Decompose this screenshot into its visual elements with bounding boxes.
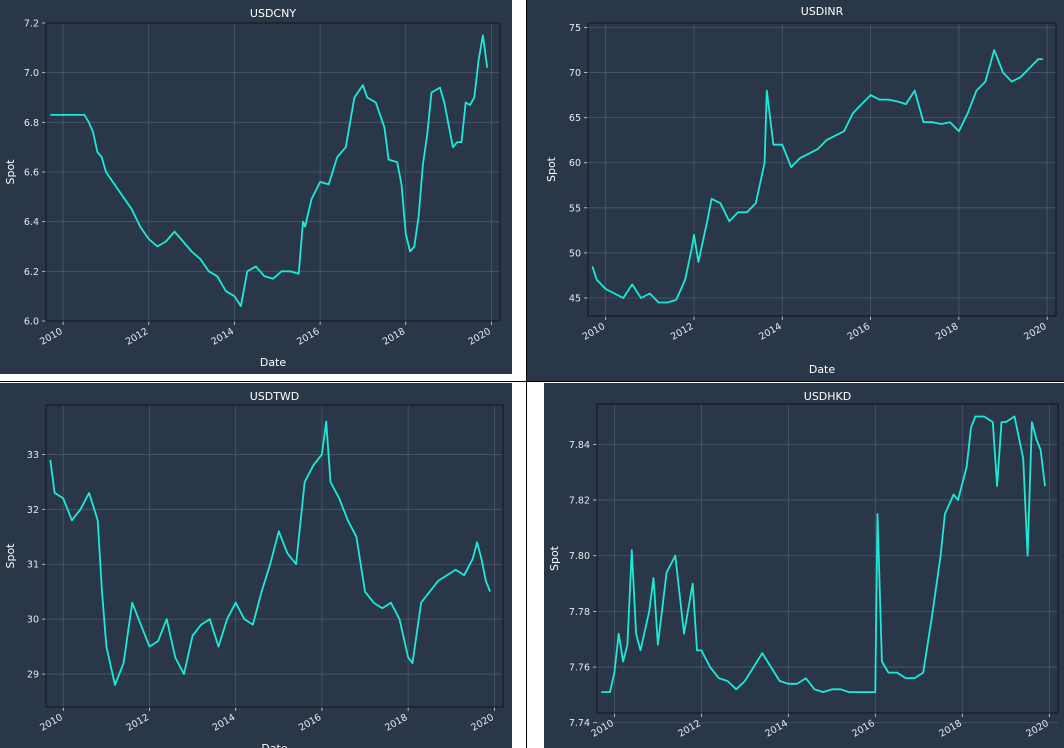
y-axis-label: Spot bbox=[4, 543, 17, 569]
series-line bbox=[591, 49, 1043, 304]
y-tick-label: 7.74 bbox=[569, 718, 590, 729]
x-tick-label: 2010 bbox=[38, 712, 64, 734]
y-tick-label: 32 bbox=[27, 505, 39, 516]
y-tick-label: 50 bbox=[569, 248, 581, 259]
panel-usdtwd: 29 30 31 32 33 2010 2012 2014 2016 2018 2020 USDTWD… bbox=[0, 383, 512, 748]
y-tick-label: 7.76 bbox=[569, 663, 590, 674]
y-tick-label: 29 bbox=[27, 670, 39, 681]
y-tick-label: 6.8 bbox=[24, 118, 39, 129]
plot-frame bbox=[587, 22, 1057, 317]
x-tick-label: 2020 bbox=[1024, 718, 1050, 740]
y-tick-label: 7.78 bbox=[569, 607, 590, 618]
x-tick-label: 2018 bbox=[934, 321, 960, 343]
chart-usdtwd: 29 30 31 32 33 2010 2012 2014 2016 2018 2020 USDTWD… bbox=[4, 390, 504, 748]
x-tick-label: 2016 bbox=[297, 712, 323, 734]
panel-usdhkd: 7.74 7.76 7.78 7.80 7.82 7.84 2010 2012 2014 2016… bbox=[544, 383, 1064, 748]
y-tick-label: 55 bbox=[569, 203, 581, 214]
y-tick-label: 33 bbox=[27, 450, 39, 461]
y-tick-label: 6.4 bbox=[24, 217, 39, 228]
chart-usdcny: 6.0 6.2 6.4 6.6 6.8 7.0 7.2 2010 2012 2014 2016 201… bbox=[4, 7, 501, 369]
y-tick-label: 70 bbox=[569, 68, 581, 79]
divider-vertical bbox=[526, 0, 527, 748]
y-tick-label: 65 bbox=[569, 113, 581, 124]
plot-frame bbox=[596, 403, 1059, 714]
x-tick-label: 2012 bbox=[125, 712, 151, 734]
y-tick-label: 45 bbox=[569, 293, 581, 304]
panel-usdinr: 45 50 55 60 65 70 75 2010 2012 2014 2016 2018 2020 US… bbox=[527, 0, 1064, 381]
x-tick-label: 2014 bbox=[763, 718, 789, 740]
x-tick-label: 2010 bbox=[581, 321, 607, 343]
x-tick-label: 2010 bbox=[38, 326, 64, 348]
y-tick-label: 6.6 bbox=[24, 168, 39, 179]
x-axis-label: Date bbox=[260, 356, 287, 369]
chart-usdinr: 45 50 55 60 65 70 75 2010 2012 2014 2016 2018 2020 US… bbox=[545, 5, 1057, 376]
y-tick-label: 31 bbox=[27, 560, 39, 571]
y-tick-label: 7.0 bbox=[24, 68, 39, 79]
y-tick-label: 7.2 bbox=[24, 19, 39, 30]
x-axis-label: Date bbox=[261, 742, 288, 748]
x-tick-label: 2020 bbox=[1022, 321, 1048, 343]
x-tick-label: 2020 bbox=[466, 326, 492, 348]
y-axis-label: Spot bbox=[548, 545, 561, 571]
series-line bbox=[601, 415, 1046, 694]
y-tick-label: 6.0 bbox=[24, 317, 39, 328]
x-tick-label: 2012 bbox=[124, 326, 150, 348]
x-tick-label: 2012 bbox=[676, 718, 702, 740]
y-tick-label: 7.80 bbox=[569, 551, 590, 562]
series-line bbox=[50, 34, 489, 308]
plot-frame bbox=[45, 22, 501, 322]
y-tick-label: 6.2 bbox=[24, 267, 39, 278]
chart-title: USDHKD bbox=[804, 390, 851, 403]
divider-horizontal bbox=[0, 381, 1064, 382]
x-tick-label: 2016 bbox=[850, 718, 876, 740]
chart-title: USDTWD bbox=[250, 390, 300, 403]
chart-usdhkd: 7.74 7.76 7.78 7.80 7.82 7.84 2010 2012 2014 2016… bbox=[548, 390, 1059, 740]
plot-frame bbox=[45, 404, 504, 708]
x-tick-label: 2018 bbox=[937, 718, 963, 740]
x-tick-label: 2012 bbox=[669, 321, 695, 343]
x-tick-label: 2014 bbox=[757, 321, 783, 343]
y-axis-label: Spot bbox=[545, 156, 558, 182]
series-line bbox=[49, 420, 491, 686]
x-tick-label: 2010 bbox=[589, 718, 615, 740]
y-tick-label: 30 bbox=[27, 615, 39, 626]
x-tick-label: 2018 bbox=[381, 326, 407, 348]
chart-title: USDINR bbox=[801, 5, 844, 18]
x-tick-label: 2014 bbox=[210, 326, 236, 348]
panel-usdcny: 6.0 6.2 6.4 6.6 6.8 7.0 7.2 2010 2012 2014 2016 201… bbox=[0, 0, 512, 374]
y-axis-label: Spot bbox=[4, 159, 17, 185]
chart-title: USDCNY bbox=[250, 7, 296, 20]
y-tick-label: 60 bbox=[569, 158, 581, 169]
y-tick-label: 7.84 bbox=[569, 440, 590, 451]
x-tick-label: 2016 bbox=[295, 326, 321, 348]
y-tick-label: 7.82 bbox=[569, 496, 590, 507]
x-tick-label: 2014 bbox=[211, 712, 237, 734]
x-tick-label: 2016 bbox=[846, 321, 872, 343]
y-tick-label: 75 bbox=[569, 23, 581, 34]
x-tick-label: 2020 bbox=[469, 712, 495, 734]
x-axis-label: Date bbox=[809, 363, 836, 376]
x-tick-label: 2018 bbox=[383, 712, 409, 734]
